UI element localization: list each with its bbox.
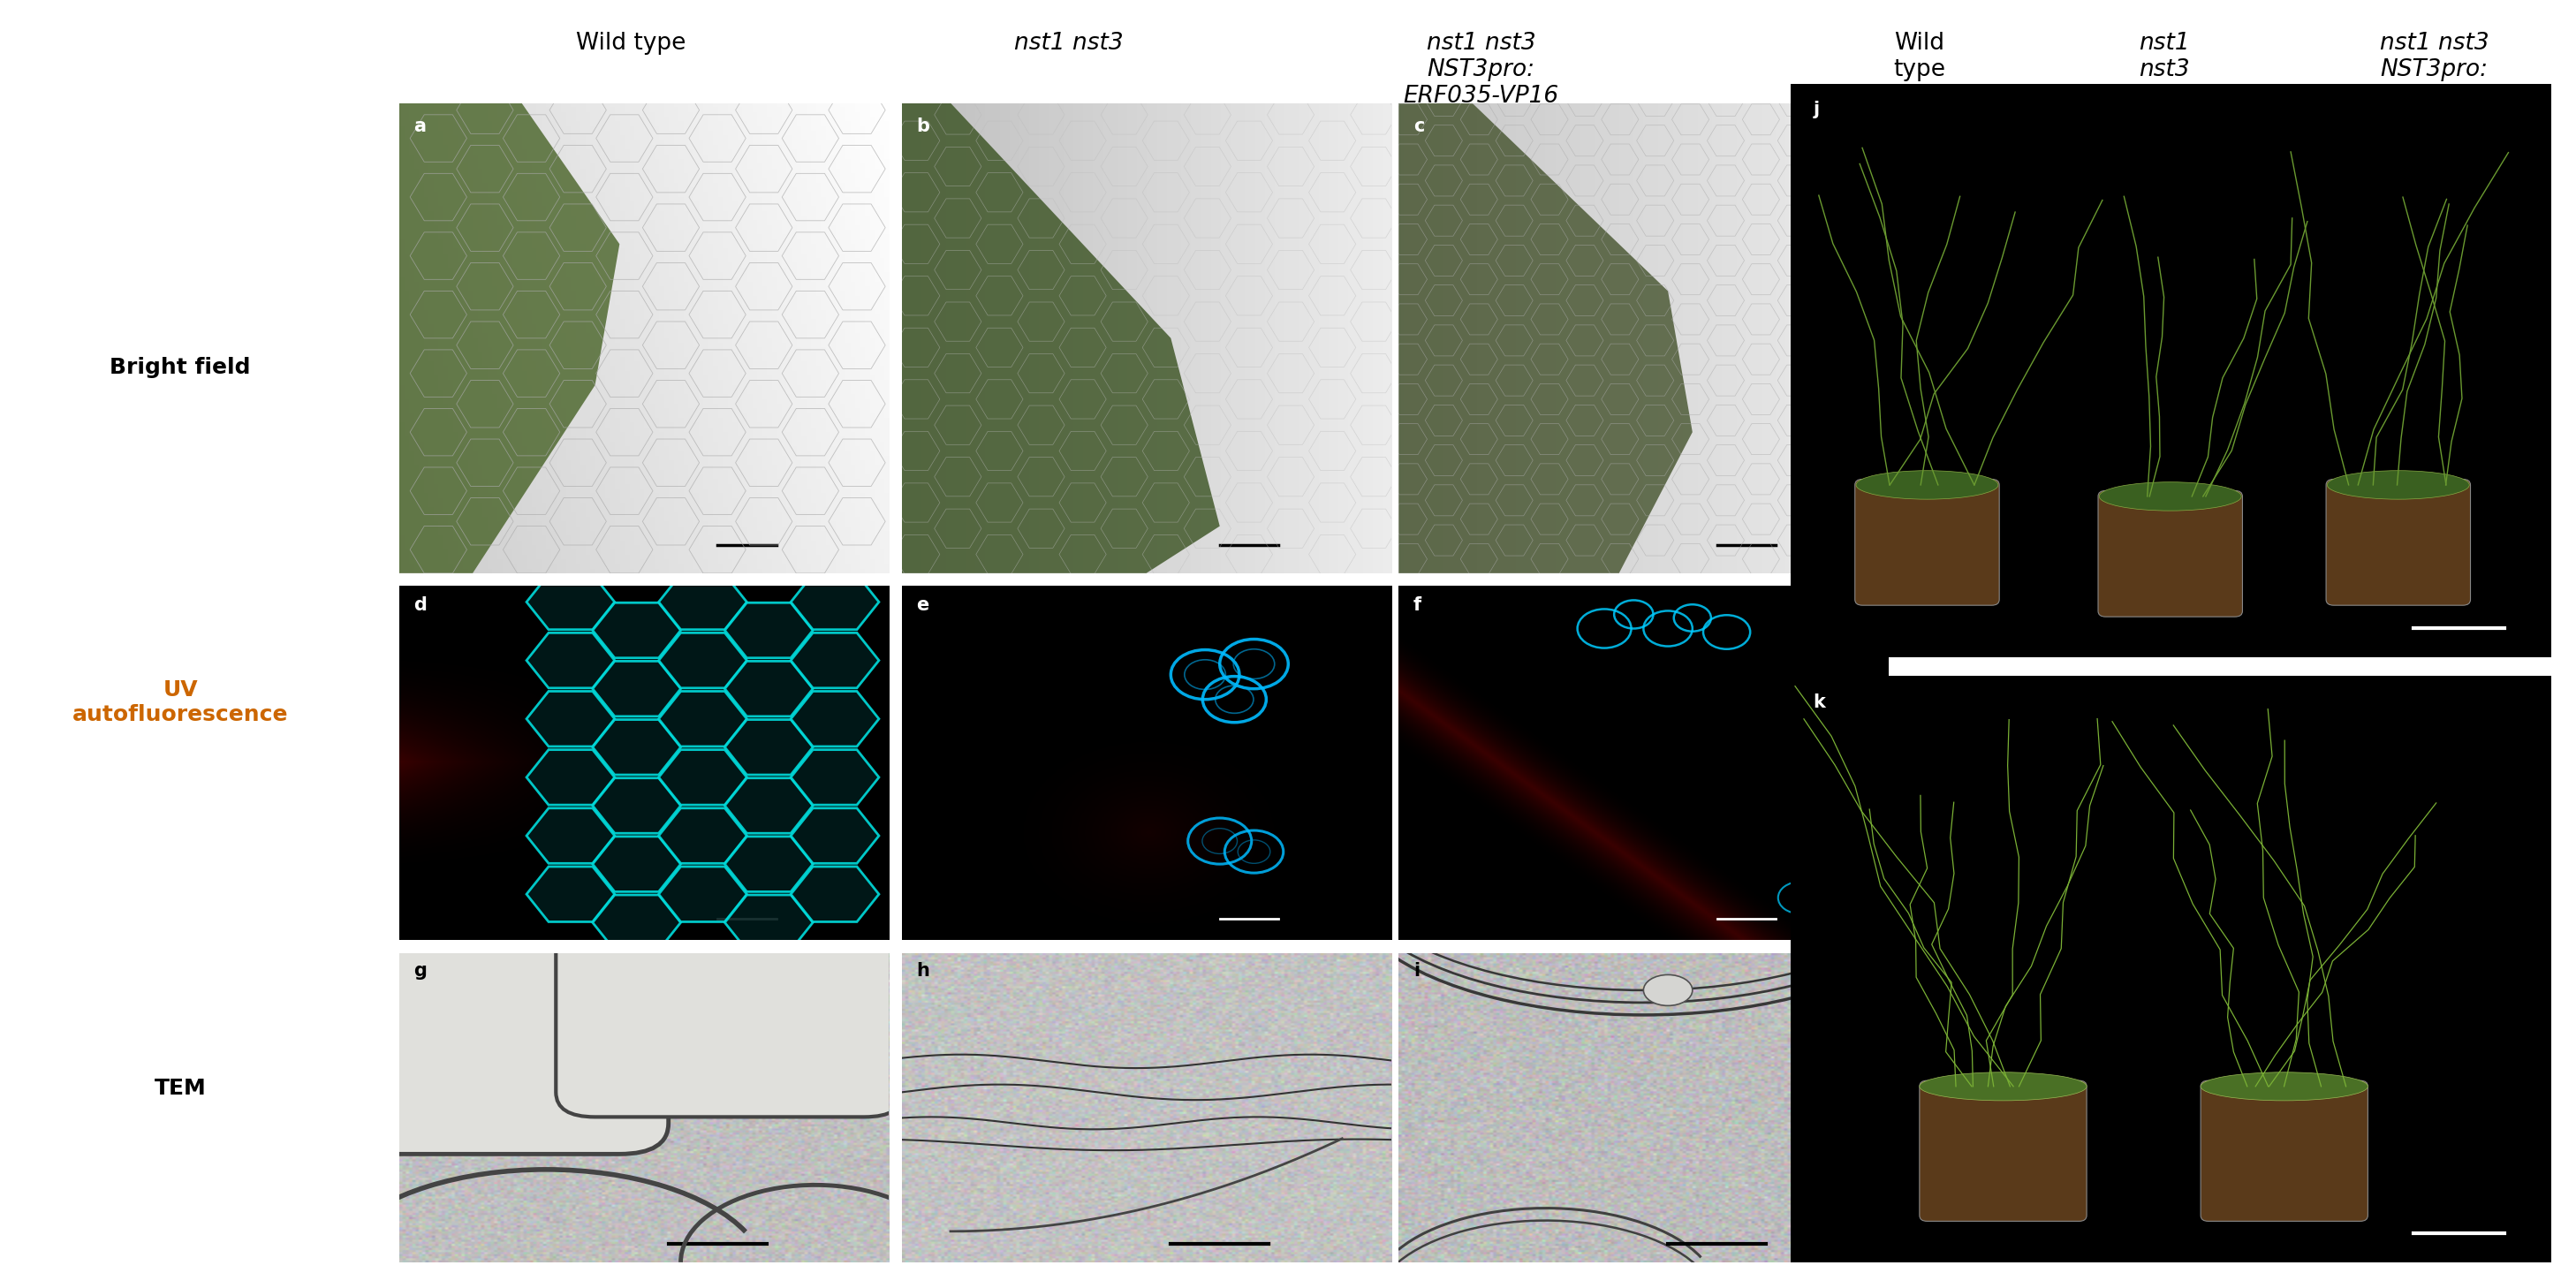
Text: TEM: TEM [155, 1078, 206, 1099]
Text: nst1 nst3
NST3pro:
ERF035-VP16: nst1 nst3 NST3pro: ERF035-VP16 [1404, 32, 1558, 108]
FancyBboxPatch shape [556, 898, 904, 1117]
Text: Wild
type: Wild type [1893, 32, 1945, 81]
FancyBboxPatch shape [2326, 479, 2470, 605]
FancyBboxPatch shape [1855, 479, 1999, 605]
Ellipse shape [2200, 1072, 2367, 1101]
Ellipse shape [1857, 470, 1999, 500]
FancyBboxPatch shape [325, 891, 667, 1154]
Text: nst1
nst3: nst1 nst3 [2138, 32, 2190, 81]
Ellipse shape [1919, 1072, 2087, 1101]
Text: e: e [917, 596, 930, 614]
Text: g: g [415, 962, 428, 980]
Ellipse shape [2099, 482, 2241, 511]
Ellipse shape [2326, 470, 2470, 500]
Text: nst1 nst3
NST3pro:
ERF035-
VP16: nst1 nst3 NST3pro: ERF035- VP16 [2380, 32, 2488, 135]
Circle shape [1643, 975, 1692, 1006]
Text: d: d [415, 596, 428, 614]
Text: j: j [1814, 100, 1819, 118]
FancyBboxPatch shape [1919, 1081, 2087, 1221]
Text: UV
autofluorescence: UV autofluorescence [72, 679, 289, 725]
Text: Bright field: Bright field [111, 357, 250, 377]
Text: k: k [1814, 694, 1826, 711]
Text: f: f [1414, 596, 1422, 614]
Text: b: b [917, 117, 930, 135]
Polygon shape [902, 103, 1221, 573]
FancyBboxPatch shape [2200, 1081, 2367, 1221]
FancyBboxPatch shape [2097, 491, 2244, 617]
Text: a: a [415, 117, 428, 135]
Polygon shape [1399, 103, 1692, 573]
Polygon shape [399, 103, 618, 573]
Text: Wild type: Wild type [577, 32, 685, 55]
Text: c: c [1414, 117, 1425, 135]
Text: h: h [917, 962, 930, 980]
Text: nst1 nst3: nst1 nst3 [1015, 32, 1123, 55]
Text: i: i [1414, 962, 1419, 980]
